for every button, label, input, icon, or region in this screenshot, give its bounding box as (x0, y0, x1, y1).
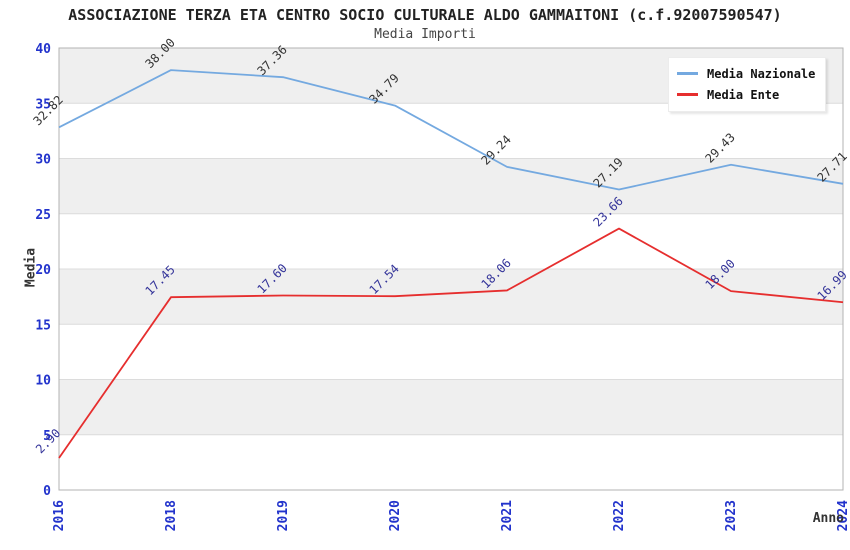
legend-item-media-ente: Media Ente (677, 84, 815, 105)
chart-title: ASSOCIAZIONE TERZA ETA CENTRO SOCIO CULT… (68, 6, 782, 24)
x-tick-label: 2020 (388, 500, 403, 531)
x-tick-label: 2018 (164, 500, 179, 531)
legend-label-media-ente: Media Ente (707, 87, 780, 102)
y-tick-label: 10 (35, 374, 51, 389)
plot-background-band (59, 158, 843, 214)
x-tick-label: 2023 (724, 500, 739, 531)
x-tick-label: 2021 (500, 500, 515, 531)
x-axis-title: Anno (812, 511, 844, 526)
chart-line-media-nazionale (58, 69, 844, 191)
y-tick-label: 30 (35, 153, 51, 168)
y-tick-label: 25 (35, 208, 51, 223)
y-tick-label: 5 (43, 429, 51, 444)
x-tick-label: 2022 (612, 500, 627, 531)
plot-border (58, 47, 844, 491)
chart-legend: Media Nazionale Media Ente (668, 57, 827, 112)
y-axis-title: Media (23, 247, 39, 288)
media-nazionale-line-swatch (677, 72, 698, 75)
x-tick-label: 2024 (836, 500, 850, 531)
media-ente-line-swatch (677, 93, 698, 96)
y-tick-label: 35 (35, 97, 51, 112)
chart-line-media-ente (58, 227, 844, 459)
plot-background-band (59, 379, 843, 435)
x-tick-label: 2016 (52, 500, 67, 531)
y-tick-label: 40 (35, 42, 51, 57)
x-tick-label: 2019 (276, 500, 291, 531)
legend-item-media-nazionale: Media Nazionale (677, 63, 815, 84)
chart-subtitle: Media Importi (374, 27, 476, 42)
y-tick-label: 20 (35, 263, 51, 278)
y-tick-label: 0 (43, 484, 51, 499)
y-tick-label: 15 (35, 318, 51, 333)
legend-label-media-nazionale: Media Nazionale (707, 66, 816, 81)
